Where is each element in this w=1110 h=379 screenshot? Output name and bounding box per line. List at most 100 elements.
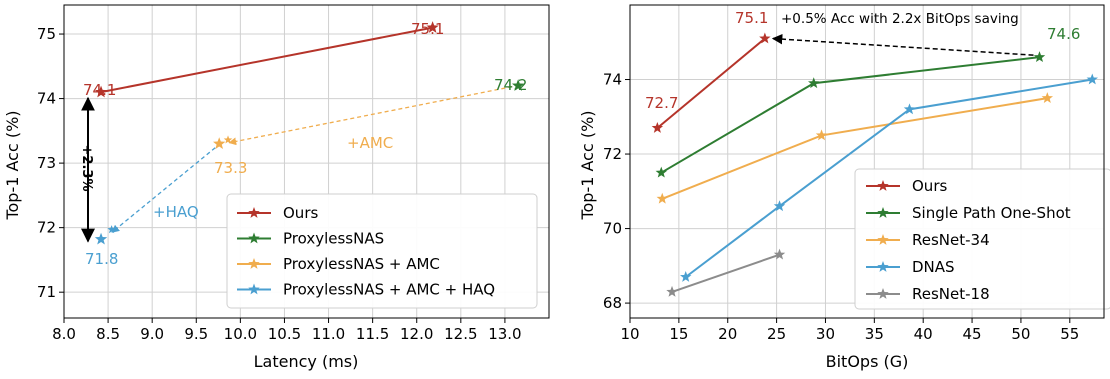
right-legend-star-icon xyxy=(877,180,889,191)
left-x-tick-label: 9.5 xyxy=(184,325,208,343)
left-x-tick-label: 9.0 xyxy=(140,325,164,343)
left-x-tick-label: 11.5 xyxy=(356,325,389,343)
right-x-tick-label: 55 xyxy=(1060,325,1079,343)
right-data-point xyxy=(759,32,771,44)
left-x-tick-label: 13.0 xyxy=(488,325,521,343)
right-chart: 10 15 20 25 30 35 40 45 50 55 68 70 72 74 72.7 75.1 7… xyxy=(578,4,1110,371)
right-x-tick-label: 50 xyxy=(1011,325,1030,343)
right-y-tick-label: 72 xyxy=(603,145,622,163)
left-legend-label: ProxylessNAS + AMC + HAQ xyxy=(283,281,495,299)
right-legend-label: ResNet-34 xyxy=(912,231,990,249)
right-legend-label: DNAS xyxy=(912,258,955,276)
right-data-point xyxy=(1041,92,1054,104)
right-data-point xyxy=(773,200,786,212)
right-legend-label: Ours xyxy=(912,177,947,195)
point-label-71-8: 71.8 xyxy=(85,250,118,268)
right-x-axis-label: BitOps (G) xyxy=(826,352,909,371)
right-x-tick-label: 35 xyxy=(865,325,884,343)
right-data-point xyxy=(651,121,664,133)
right-series-line xyxy=(656,37,766,129)
point-label-74-6: 74.6 xyxy=(1047,25,1080,43)
left-legend-label: ProxylessNAS + AMC xyxy=(283,255,440,273)
left-x-tick-label: 8.5 xyxy=(96,325,120,343)
right-legend: Ours Single Path One-Shot ResNet-34 DNAS Res… xyxy=(854,168,1110,310)
left-legend-star-icon xyxy=(248,258,260,269)
point-label-75-1-right: 75.1 xyxy=(735,9,768,27)
left-x-tick-label: 10.5 xyxy=(268,325,301,343)
point-label-72-7: 72.7 xyxy=(645,94,678,112)
left-x-tick-label: 12.5 xyxy=(444,325,477,343)
right-data-point xyxy=(903,103,916,115)
haq-annotation: +HAQ xyxy=(153,203,199,221)
right-x-tick-label: 40 xyxy=(914,325,933,343)
left-y-tick-label: 74 xyxy=(37,90,56,108)
haq-arrowhead-star xyxy=(107,225,116,234)
left-y-axis-label: Top-1 Acc (%) xyxy=(3,110,22,220)
left-x-tick-label: 8.0 xyxy=(52,325,76,343)
left-chart: 8.0 8.5 9.0 9.5 10.0 10.5 11.0 11.5 12.0 12.5 13.0… xyxy=(3,4,550,371)
right-y-tick-label: 74 xyxy=(603,71,622,89)
right-y-axis-label: Top-1 Acc (%) xyxy=(578,110,597,220)
point-label-74-1: 74.1 xyxy=(83,81,116,99)
haq-dashed-arrow xyxy=(111,147,216,233)
right-x-tick-label: 10 xyxy=(620,325,639,343)
right-series-line xyxy=(660,56,1040,174)
left-series-line xyxy=(100,26,433,94)
right-markers xyxy=(651,32,1098,297)
left-y-tick-label: 71 xyxy=(37,283,56,301)
right-x-tick-label: 45 xyxy=(963,325,982,343)
left-data-point xyxy=(213,137,226,150)
right-x-tick-label: 25 xyxy=(767,325,786,343)
left-legend-star-icon xyxy=(248,283,260,295)
right-x-tick-label: 15 xyxy=(669,325,688,343)
right-legend-star-icon xyxy=(877,288,889,299)
left-x-tick-label: 10.0 xyxy=(224,325,257,343)
right-data-point xyxy=(656,192,668,204)
right-data-point xyxy=(655,166,667,178)
left-legend-star-icon xyxy=(248,232,260,244)
left-legend: Ours ProxylessNAS ProxylessNAS + AMC Proxyl… xyxy=(226,193,538,309)
left-data-point xyxy=(94,232,108,245)
left-y-tick-label: 75 xyxy=(37,25,56,43)
right-y-tick-label: 70 xyxy=(603,220,622,238)
right-legend-label: Single Path One-Shot xyxy=(912,204,1071,222)
gain-annotation: +2.3% xyxy=(79,145,94,192)
amc-arrowhead-star xyxy=(223,135,233,144)
left-markers xyxy=(94,21,525,245)
left-plot-frame xyxy=(63,4,550,319)
left-ticks: 8.0 8.5 9.0 9.5 10.0 10.5 11.0 11.5 12.0 12.5 13.0… xyxy=(37,25,522,343)
right-data-point xyxy=(815,129,828,141)
right-plot-frame xyxy=(629,4,1105,319)
amc-dashed-arrow xyxy=(228,86,513,146)
right-series-line xyxy=(685,78,1093,278)
left-legend-label: Ours xyxy=(283,204,318,222)
left-data-point xyxy=(511,79,525,91)
left-data-point xyxy=(426,21,439,33)
left-data-point xyxy=(94,85,108,98)
right-data-point xyxy=(1086,73,1098,85)
right-data-point xyxy=(666,285,678,297)
point-label-75-1: 75.1 xyxy=(411,20,444,38)
right-data-point xyxy=(680,271,692,282)
left-x-tick-label: 12.0 xyxy=(400,325,433,343)
right-ticks: 10 15 20 25 30 35 40 45 50 55 68 70 72 74 xyxy=(603,71,1079,343)
right-x-tick-label: 30 xyxy=(816,325,835,343)
bitops-saving-arrow xyxy=(771,33,1034,56)
left-x-tick-label: 11.0 xyxy=(312,325,345,343)
left-y-tick-label: 73 xyxy=(37,154,56,172)
right-x-tick-label: 20 xyxy=(718,325,737,343)
point-label-73-3: 73.3 xyxy=(214,159,247,177)
right-legend-star-icon xyxy=(877,234,889,245)
right-legend-star-icon xyxy=(877,207,889,218)
bitops-saving-annotation: +0.5% Acc with 2.2x BitOps saving xyxy=(781,11,1019,27)
right-data-point xyxy=(808,77,820,89)
left-legend-star-icon xyxy=(248,207,260,218)
left-y-tick-label: 72 xyxy=(37,219,56,237)
left-series xyxy=(100,26,433,94)
left-x-axis-label: Latency (ms) xyxy=(254,352,359,371)
right-data-point xyxy=(1033,51,1046,63)
amc-annotation: +AMC xyxy=(347,134,393,152)
point-label-74-2: 74.2 xyxy=(494,76,527,94)
right-series-line xyxy=(671,253,780,293)
